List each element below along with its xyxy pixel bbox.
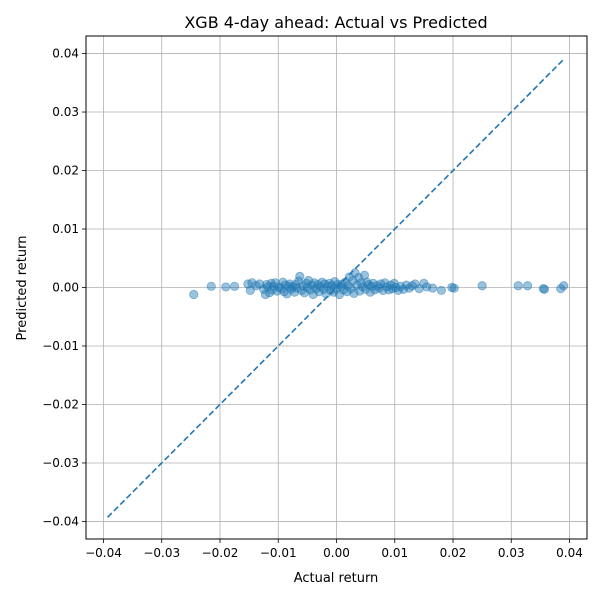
scatter-point [384,285,394,295]
scatter-point [539,284,550,294]
scatter-point [559,281,569,291]
reference-line [106,57,566,518]
scatter-point [354,272,364,283]
scatter-point [449,283,459,293]
y-tick-label: 0.00 [52,281,79,295]
scatter-point [522,281,533,291]
scatter-points [189,268,569,300]
scatter-point [359,270,370,280]
reference-line-layer [106,57,566,518]
scatter-point [477,281,487,291]
x-axis-label: Actual return [294,571,379,586]
x-tick-label: −0.01 [260,546,297,560]
scatter-point [189,289,199,300]
scatter-point [206,281,216,291]
x-tick-label: −0.04 [85,546,122,560]
scatter-point [299,288,310,298]
y-tick-label: −0.04 [42,514,79,528]
scatter-point [422,282,432,292]
x-axis-ticks: −0.04 −0.03 −0.02 −0.01 0.00 0.01 0.02 0.03 0.04 [85,539,583,560]
x-tick-label: 0.00 [323,546,350,560]
scatter-point [292,283,302,293]
y-tick-label: 0.03 [52,105,79,119]
scatter-point [308,289,318,300]
scatter-point [229,281,240,291]
y-tick-label: −0.02 [42,397,79,411]
plot-frame [85,35,588,540]
scatter-point [221,282,231,292]
y-axis-ticks: −0.04 −0.03 −0.02 −0.01 0.00 0.01 0.02 0.03 0.04 [42,47,86,528]
x-tick-label: 0.02 [440,546,467,560]
scatter-point [295,271,305,281]
scatter-point [349,288,359,298]
y-tick-label: 0.02 [52,164,79,178]
scatter-point [321,289,331,299]
x-tick-label: 0.01 [381,546,408,560]
y-tick-label: −0.03 [42,456,79,470]
scatter-point [303,275,314,286]
y-axis-label: Predicted return [15,236,30,341]
y-tick-label: 0.04 [52,47,79,61]
scatter-point [361,284,371,294]
scatter-point [513,281,523,291]
y-tick-label: −0.01 [42,339,79,353]
scatter-point [350,268,360,278]
scatter-point [305,285,315,295]
x-tick-label: 0.03 [498,546,525,560]
chart-title: XGB 4-day ahead: Actual vs Predicted [184,13,487,32]
scatter-point [428,283,438,293]
y-tick-label: 0.01 [52,222,79,236]
scatter-point [436,285,446,296]
x-tick-label: −0.02 [202,546,239,560]
x-tick-label: −0.03 [143,546,180,560]
x-tick-label: 0.04 [556,546,583,560]
